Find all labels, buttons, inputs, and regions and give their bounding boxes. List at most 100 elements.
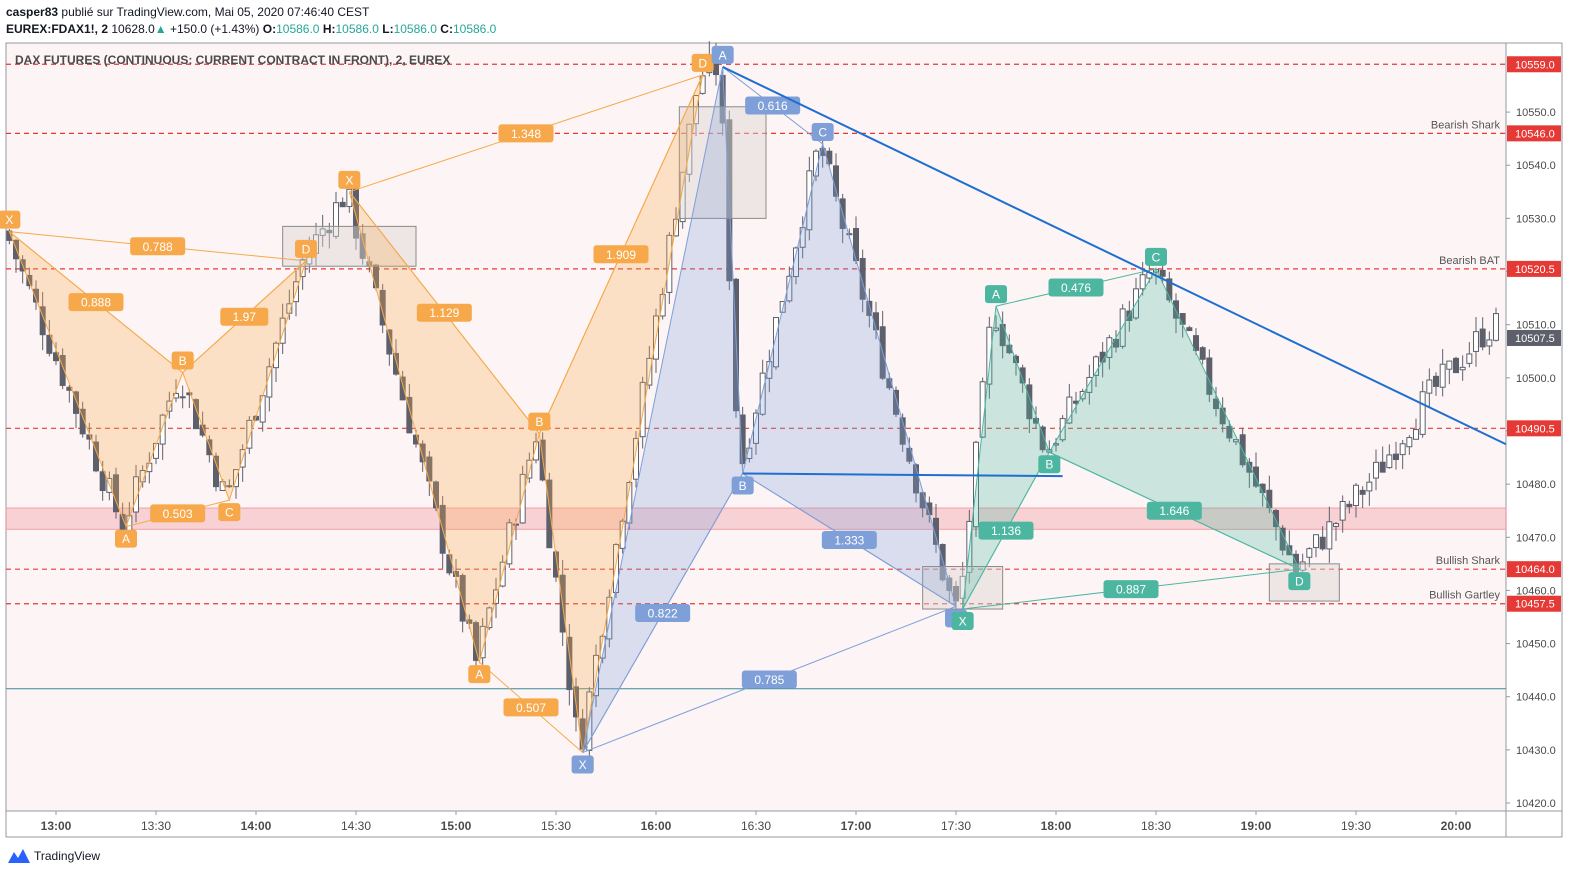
y-tick-label: 10500.0	[1516, 373, 1556, 385]
ratio-label-box	[635, 604, 691, 623]
candle-body	[1386, 454, 1393, 469]
ratio-label: 1.909	[606, 248, 636, 262]
target-box	[922, 566, 1004, 610]
price-tag-label: 10457.5	[1515, 599, 1555, 611]
support-zone	[5, 507, 1507, 530]
candle-body	[399, 376, 406, 401]
tradingview-brand[interactable]: TradingView	[8, 849, 100, 863]
candle-body	[659, 293, 666, 317]
pivot-label-box	[295, 239, 317, 258]
ratio-label-box	[68, 293, 124, 312]
candle-body	[319, 228, 326, 236]
candle-body	[566, 636, 573, 691]
x-tick-label: 18:00	[1041, 819, 1072, 833]
candle-body	[639, 381, 646, 438]
price-tag	[1507, 56, 1561, 73]
price-change: +150.0 (+1.43%)	[170, 22, 260, 36]
ratio-label: 0.503	[163, 507, 193, 521]
ratio-label: 0.476	[1061, 281, 1091, 295]
candle-body	[279, 317, 286, 344]
candle-body	[1453, 357, 1459, 374]
candle-body	[1313, 534, 1319, 549]
ratio-label: 1.136	[991, 524, 1021, 538]
candle-body	[1106, 337, 1113, 358]
ratio-label: 1.129	[429, 306, 459, 320]
candle-body	[73, 391, 79, 414]
candle-body	[179, 396, 186, 399]
candle-body	[173, 393, 179, 399]
pivot-label: C	[225, 506, 234, 520]
pivot-label-box	[468, 665, 491, 684]
candle-body	[1446, 360, 1453, 370]
candle-body	[953, 585, 959, 602]
candle-body	[346, 188, 353, 208]
pivot-label: A	[475, 668, 483, 682]
pivot-label-box	[985, 285, 1007, 304]
candle-body	[866, 300, 873, 316]
price-line-name: Bearish BAT	[1439, 255, 1500, 267]
candle-body	[1339, 500, 1346, 521]
candle-body	[913, 464, 919, 494]
candle-body	[1406, 437, 1413, 448]
pivot-label-box	[115, 529, 137, 548]
tradingview-logo-icon	[8, 849, 30, 863]
candle-body	[479, 625, 486, 659]
ratio-label-box	[130, 237, 186, 256]
price-tag	[1507, 561, 1561, 578]
candle-body	[333, 202, 339, 237]
candle-body	[299, 258, 306, 278]
candle-body	[339, 201, 346, 208]
ratio-label: 1.97	[233, 310, 257, 324]
price-line-name: Bearish Shark	[1431, 119, 1501, 131]
price-tag	[1507, 125, 1561, 142]
candle-body	[1326, 521, 1333, 550]
candle-body	[1173, 300, 1179, 319]
candle-body	[533, 441, 539, 461]
x-tick-label: 19:00	[1241, 819, 1272, 833]
price-tag-label: 10559.0	[1515, 59, 1555, 71]
candle-body	[1086, 376, 1093, 393]
pivot-label-box	[0, 210, 21, 229]
price-tag-label: 10464.0	[1515, 564, 1555, 576]
candle-body	[1333, 523, 1339, 527]
candle-body	[773, 317, 779, 368]
chart-title: DAX FUTURES (CONTINUOUS: CURRENT CONTRAC…	[15, 53, 450, 67]
ratio-label: 0.887	[1116, 583, 1146, 597]
candle-body	[379, 289, 386, 326]
ratio-label-box	[821, 530, 877, 549]
candle-body	[1419, 391, 1426, 435]
candle-body	[133, 476, 139, 513]
y-tick-label: 10420.0	[1516, 798, 1556, 810]
x-tick-label: 17:00	[841, 819, 872, 833]
ratio-label-box	[593, 245, 649, 264]
y-tick-label: 10460.0	[1516, 585, 1556, 597]
candle-body	[1379, 461, 1386, 473]
candle-body	[359, 233, 366, 259]
candle-body	[1353, 484, 1359, 507]
low-value: 10586.0	[393, 22, 437, 36]
candle-body	[6, 230, 13, 241]
y-tick-label: 10530.0	[1516, 213, 1556, 225]
brand-label: TradingView	[34, 849, 101, 863]
pivot-label-box	[171, 351, 194, 370]
open-value: 10586.0	[276, 22, 320, 36]
pivot-label: A	[122, 532, 130, 546]
candle-body	[693, 95, 699, 125]
candle-body	[26, 274, 33, 287]
y-tick-label: 10430.0	[1516, 745, 1556, 757]
candle-body	[1253, 466, 1259, 487]
high-value: 10586.0	[335, 22, 379, 36]
current-price-tag	[1507, 329, 1561, 346]
candle-body	[99, 471, 106, 492]
ratio-label-box	[503, 698, 559, 717]
candle-body	[1273, 510, 1279, 528]
author-name[interactable]: casper83	[6, 5, 59, 19]
candle-body	[113, 474, 119, 513]
candle-body	[1306, 548, 1313, 558]
ohlc-legend: EUREX:FDAX1!, 2 10628.0▲ +150.0 (+1.43%)…	[6, 22, 496, 36]
pivot-label-box	[528, 412, 551, 431]
ratio-label: 1.646	[1159, 504, 1189, 518]
candle-body	[1346, 503, 1353, 508]
